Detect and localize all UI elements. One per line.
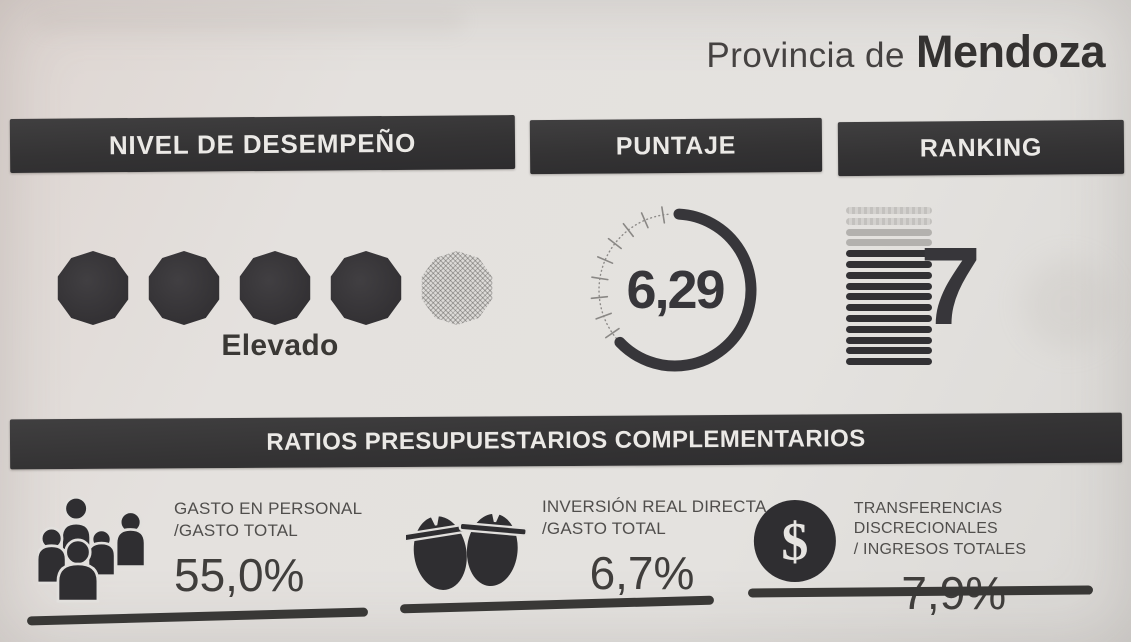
ranking-bar [846, 347, 932, 355]
title-prefix: Provincia de [706, 36, 905, 75]
ratio-transfers-text: TRANSFERENCIAS DISCRECIONALES / INGRESOS… [854, 495, 1131, 620]
ranking-bar [846, 293, 932, 301]
ratio-personnel: GASTO EN PERSONAL /GASTO TOTAL 55,0% [38, 494, 362, 603]
ratio-investment-label-2: /GASTO TOTAL [542, 518, 666, 538]
header-performance-level: NIVEL DE DESEMPEÑO [9, 115, 516, 173]
performance-dot-filled [148, 251, 220, 325]
ranking-bar [846, 325, 932, 333]
ratio-transfers: $ TRANSFERENCIAS DISCRECIONALES / INGRES… [752, 495, 1131, 620]
performance-level-value: Elevado [221, 329, 339, 362]
ratio-investment-text: INVERSIÓN REAL DIRECTA /GASTO TOTAL 6,7% [542, 492, 767, 600]
header-ranking: RANKING [837, 119, 1125, 177]
paper-bleedthrough-circle [1022, 258, 1114, 350]
performance-dots [56, 251, 494, 325]
header-score: PUNTAJE [529, 117, 823, 175]
header-score-label: PUNTAJE [615, 131, 737, 160]
performance-dot-filled [57, 251, 129, 325]
ratio-personnel-label-1: GASTO EN PERSONAL [174, 499, 363, 518]
ranking-bar [846, 314, 932, 322]
people-group-icon [38, 495, 147, 603]
ratio-investment: INVERSIÓN REAL DIRECTA /GASTO TOTAL 6,7% [406, 492, 767, 600]
header-ratios-label: RATIOS PRESUPUESTARIOS COMPLEMENTARIOS [266, 425, 866, 456]
ratio-personnel-value: 55,0% [174, 548, 305, 601]
performance-dot-filled [239, 251, 311, 325]
ranking-bars [846, 207, 932, 369]
ranking-bar [846, 260, 932, 268]
header-performance-level-label: NIVEL DE DESEMPEÑO [108, 127, 417, 160]
dollar-glyph: $ [781, 512, 808, 572]
score-gauge: 6,29 [590, 206, 757, 372]
ranking-bar [846, 336, 932, 344]
ranking-bar [846, 271, 932, 279]
ratio-personnel-text: GASTO EN PERSONAL /GASTO TOTAL 55,0% [174, 494, 362, 602]
ratio-transfers-label-2: / INGRESOS TOTALES [853, 540, 1027, 558]
ratio-investment-value: 6,7% [589, 546, 695, 599]
ranking-bar [846, 250, 932, 258]
ratio-investment-label-1: INVERSIÓN REAL DIRECTA [542, 497, 767, 516]
ranking-value: 7 [920, 225, 982, 348]
page-title: Provincia de Mendoza [706, 26, 1105, 78]
ranking-bar [846, 282, 932, 290]
performance-dot-empty [421, 251, 493, 325]
header-ranking-label: RANKING [919, 133, 1043, 162]
ranking-bar [846, 217, 932, 225]
score-gauge-wrap: 6,29 [585, 200, 765, 380]
header-ratios: RATIOS PRESUPUESTARIOS COMPLEMENTARIOS [9, 412, 1123, 470]
score-value: 6,29 [626, 260, 724, 320]
title-province-name: Mendoza [915, 26, 1106, 77]
ranking-bar [846, 207, 932, 214]
ranking-bar [846, 304, 932, 312]
hard-hats-icon [406, 509, 528, 590]
ratio-personnel-label-2: /GASTO TOTAL [174, 520, 298, 540]
ranking-bar [846, 228, 932, 236]
dollar-circle-icon: $ [753, 499, 836, 583]
ranking-bar [846, 239, 932, 247]
performance-dot-filled [330, 251, 402, 325]
paper-bleedthrough-streak [35, 8, 465, 34]
underline-personnel [26, 607, 369, 626]
ranking-bar [846, 358, 932, 366]
ratio-transfers-label-1: TRANSFERENCIAS DISCRECIONALES [853, 500, 1003, 538]
